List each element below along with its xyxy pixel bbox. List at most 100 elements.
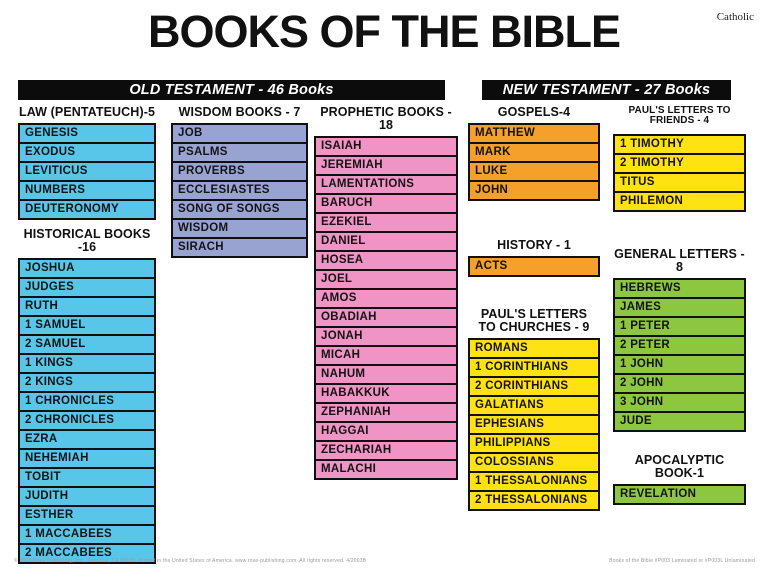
book-item: ISAIAH <box>316 138 456 157</box>
book-item: JUDITH <box>20 488 154 507</box>
book-item: MARK <box>470 144 598 163</box>
book-item: DEUTERONOMY <box>25 203 120 215</box>
section-title-historical: HISTORICAL BOOKS -16 <box>23 227 151 254</box>
book-item: 2 CORINTHIANS <box>470 378 598 397</box>
book-item: SONG OF SONGS <box>173 201 306 220</box>
footer-left-text: © 2003 Rose Publishing, Inc., Torrance, … <box>14 558 367 564</box>
book-item: JONAH <box>316 328 456 347</box>
book-item: 2 THESSALONIANS <box>475 494 588 506</box>
book-item: 2 MACCABEES <box>25 547 113 559</box>
book-item: GALATIANS <box>470 397 598 416</box>
section-title-gospels: GOSPELS-4 <box>497 105 571 119</box>
section-title-general: GENERAL LETTERS - 8 <box>614 246 745 274</box>
book-item: 2 PETER <box>615 337 744 356</box>
section-history: HISTORY - 1 ACTS <box>468 239 600 277</box>
book-item: JUDGES <box>20 279 154 298</box>
book-item: HABAKKUK <box>316 385 456 404</box>
book-item: PHILIPPIANS <box>470 435 598 454</box>
book-item: JOSHUA <box>20 260 154 279</box>
book-item: 2 SAMUEL <box>20 336 154 355</box>
section-law: LAW (PENTATEUCH)-5 GENESIS EXODUS LEVITICUS… <box>18 106 156 220</box>
book-item: 2 TIMOTHY <box>615 155 744 174</box>
footer-right-text: Books of the Bible #P003 Laminated or #P… <box>609 558 755 564</box>
book-item: 1 THESSALONIANS <box>470 473 598 492</box>
book-group-historical: JOSHUA JUDGES RUTH 1 SAMUEL 2 SAMUEL 1 KINGS 2… <box>18 258 156 564</box>
book-group-gospels: MATTHEW MARK LUKE JOHN <box>468 123 600 201</box>
section-historical: HISTORICAL BOOKS -16 JOSHUA JUDGES RUTH 1 SA… <box>18 228 156 564</box>
book-item: 2 KINGS <box>20 374 154 393</box>
new-testament-banner: NEW TESTAMENT - 27 Books <box>482 80 731 100</box>
book-item: BARUCH <box>316 195 456 214</box>
book-item: LEVITICUS <box>20 163 154 182</box>
book-item: EZEKIEL <box>316 214 456 233</box>
page-title: BOOKS OF THE BIBLE <box>147 6 621 57</box>
book-item: ECCLESIASTES <box>173 182 306 201</box>
book-item: LUKE <box>470 163 598 182</box>
book-item: PROVERBS <box>173 163 306 182</box>
book-item: EPHESIANS <box>470 416 598 435</box>
section-title-wisdom: WISDOM BOOKS - 7 <box>178 105 301 119</box>
book-item: OBADIAH <box>316 309 456 328</box>
book-item: MALACHI <box>321 463 377 475</box>
book-item: NEHEMIAH <box>20 450 154 469</box>
section-wisdom: WISDOM BOOKS - 7 JOB PSALMS PROVERBS ECCLESI… <box>171 106 308 258</box>
book-item: JOB <box>173 125 306 144</box>
book-item: JAMES <box>615 299 744 318</box>
book-item: 3 JOHN <box>615 394 744 413</box>
book-item: ROMANS <box>470 340 598 359</box>
column-gospels-history-churches: GOSPELS-4 MATTHEW MARK LUKE JOHN HISTORY - 1… <box>468 104 600 511</box>
section-title-churches: PAUL'S LETTERS TO CHURCHES - 9 <box>478 307 590 334</box>
book-item: PHILEMON <box>620 194 684 207</box>
book-group-law: GENESIS EXODUS LEVITICUS NUMBERS DEUTERONOMY <box>18 123 156 220</box>
book-item: 1 MACCABEES <box>20 526 154 545</box>
book-item: GENESIS <box>20 125 154 144</box>
book-group-apocalyptic: REVELATION <box>613 483 746 505</box>
book-item: ESTHER <box>20 507 154 526</box>
book-item: TOBIT <box>20 469 154 488</box>
book-item: 1 JOHN <box>615 356 744 375</box>
section-title-history: HISTORY - 1 <box>497 238 571 252</box>
book-item: JUDE <box>620 414 652 427</box>
book-group-prophetic: ISAIAH JEREMIAH LAMENTATIONS BARUCH EZEKIEL D… <box>314 136 458 480</box>
book-item: MATTHEW <box>470 125 598 144</box>
corner-label: Catholic <box>716 11 754 23</box>
section-title-law: LAW (PENTATEUCH)-5 <box>18 105 156 119</box>
book-item: HOSEA <box>316 252 456 271</box>
book-item: EXODUS <box>20 144 154 163</box>
section-title-friends: PAUL'S LETTERS TO FRIENDS - 4 <box>628 105 731 127</box>
book-item: PSALMS <box>173 144 306 163</box>
book-item: ZEPHANIAH <box>316 404 456 423</box>
book-item: AMOS <box>316 290 456 309</box>
book-item: SIRACH <box>178 241 224 253</box>
section-churches: PAUL'S LETTERS TO CHURCHES - 9 ROMANS 1 CO… <box>468 308 600 511</box>
section-title-apocalyptic: APOCALYPTIC BOOK-1 <box>634 452 725 480</box>
book-item: LAMENTATIONS <box>316 176 456 195</box>
book-item: 1 KINGS <box>20 355 154 374</box>
book-item: DANIEL <box>316 233 456 252</box>
book-item: MICAH <box>316 347 456 366</box>
section-prophetic: PROPHETIC BOOKS - 18 ISAIAH JEREMIAH LAMENT… <box>314 106 458 480</box>
book-item: HAGGAI <box>316 423 456 442</box>
book-item: ZECHARIAH <box>316 442 456 461</box>
book-item: 1 PETER <box>615 318 744 337</box>
book-group-general: HEBREWS JAMES 1 PETER 2 PETER 1 JOHN 2 JOHN 3 … <box>613 277 746 432</box>
book-group-history: ACTS <box>468 256 600 277</box>
book-item: HEBREWS <box>615 280 744 299</box>
book-item: TITUS <box>615 174 744 193</box>
book-group-friends: 1 TIMOTHY 2 TIMOTHY TITUS PHILEMON <box>613 133 746 212</box>
section-gospels: GOSPELS-4 MATTHEW MARK LUKE JOHN <box>468 106 600 201</box>
book-item: 1 CORINTHIANS <box>470 359 598 378</box>
book-item: JOHN <box>475 184 509 196</box>
section-apocalyptic: APOCALYPTIC BOOK-1 REVELATION <box>613 452 746 505</box>
book-item: 1 CHRONICLES <box>20 393 154 412</box>
column-prophetic: PROPHETIC BOOKS - 18 ISAIAH JEREMIAH LAMENT… <box>314 104 458 480</box>
column-friends-general-apocalyptic: PAUL'S LETTERS TO FRIENDS - 4 1 TIMOTHY 2 … <box>613 104 746 505</box>
book-item: REVELATION <box>620 487 697 500</box>
column-law-historical: LAW (PENTATEUCH)-5 GENESIS EXODUS LEVITICUS… <box>18 104 156 564</box>
book-item: NUMBERS <box>20 182 154 201</box>
book-item: EZRA <box>20 431 154 450</box>
section-general: GENERAL LETTERS - 8 HEBREWS JAMES 1 PETER 2 … <box>613 246 746 432</box>
book-item: JEREMIAH <box>316 157 456 176</box>
book-item: 1 SAMUEL <box>20 317 154 336</box>
